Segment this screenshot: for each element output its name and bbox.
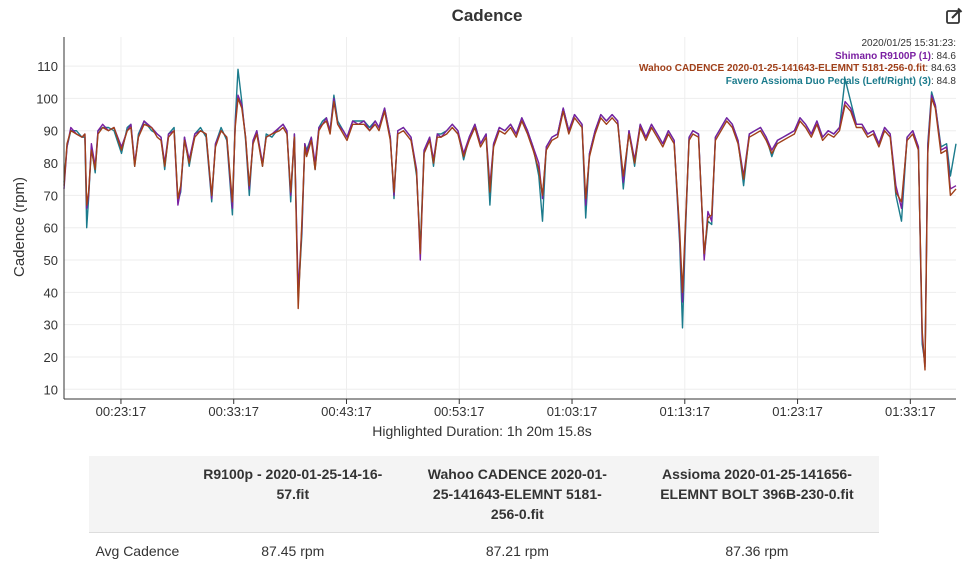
- x-tick-label: 01:03:17: [547, 404, 598, 419]
- x-tick-label: 01:23:17: [772, 404, 823, 419]
- highlighted-duration: Highlighted Duration: 1h 20m 15.8s: [372, 423, 592, 439]
- table-cell: 87.36 rpm: [725, 543, 789, 559]
- chart-axes: 10 20 30 40 50 60 70 80 90 100 110 00:23:17 00:33:17…: [36, 37, 956, 419]
- y-tick-label: 80: [44, 156, 58, 171]
- hover-series-name: Shimano R9100P (1): [835, 50, 931, 62]
- hover-tooltip: 2020/01/25 15:31:23: Shimano R9100P (1):…: [639, 38, 956, 88]
- hover-timestamp: 2020/01/25 15:31:23:: [861, 38, 956, 49]
- hover-series-value: : 84.63: [925, 63, 956, 74]
- hover-series-name: Favero Assioma Duo Pedals (Left/Right) (…: [725, 75, 931, 87]
- series-line-1: [63, 97, 957, 371]
- table-row: Avg Cadence 87.45 rpm 87.21 rpm 87.36 rp…: [89, 533, 879, 562]
- x-tick-label: 00:23:17: [96, 404, 147, 419]
- hover-series-value: : 84.6: [930, 50, 956, 62]
- hover-row-favero: Favero Assioma Duo Pedals (Left/Right) (…: [639, 76, 956, 89]
- table-header-cell: R9100p - 2020-01-25-14-16-57.fit: [185, 456, 400, 533]
- y-tick-label: 10: [44, 382, 58, 397]
- stats-table: R9100p - 2020-01-25-14-16-57.fit Wahoo C…: [89, 456, 879, 561]
- y-tick-label: 30: [44, 318, 58, 333]
- x-tick-label: 01:13:17: [659, 404, 710, 419]
- row-label: Avg Cadence: [95, 543, 180, 559]
- x-tick-label: 00:53:17: [434, 404, 485, 419]
- edit-icon[interactable]: [944, 6, 964, 26]
- table-header-cell: [89, 456, 186, 533]
- x-tick-label: 00:33:17: [208, 404, 259, 419]
- hover-series-name: Wahoo CADENCE 2020-01-25-141643-ELEMNT 5…: [639, 63, 926, 74]
- series-line-2: [63, 68, 957, 365]
- y-axis-label: Cadence (rpm): [11, 177, 28, 277]
- y-tick-label: 100: [36, 91, 58, 106]
- series-line-0: [63, 94, 957, 368]
- y-tick-label: 20: [44, 350, 58, 365]
- series-lines: [63, 68, 957, 371]
- hover-row-shimano: Shimano R9100P (1): 84.6: [639, 51, 956, 64]
- x-tick-label: 01:33:17: [885, 404, 936, 419]
- table-header-row: R9100p - 2020-01-25-14-16-57.fit Wahoo C…: [89, 456, 879, 533]
- hover-series-value: : 84.8: [930, 75, 956, 87]
- y-tick-label: 70: [44, 188, 58, 203]
- y-tick-label: 110: [37, 59, 58, 74]
- y-tick-label: 40: [44, 285, 58, 300]
- chart-grid: [64, 37, 956, 399]
- y-tick-label: 90: [44, 124, 58, 139]
- table-header-cell: Wahoo CADENCE 2020-01-25-141643-ELEMNT 5…: [399, 456, 635, 533]
- chart-title: Cadence: [451, 6, 523, 25]
- table-cell: 87.45 rpm: [261, 543, 325, 559]
- table-cell: 87.21 rpm: [485, 543, 549, 559]
- x-tick-label: 00:43:17: [321, 404, 372, 419]
- hover-row-wahoo: Wahoo CADENCE 2020-01-25-141643-ELEMNT 5…: [639, 63, 956, 76]
- stats-table-container: R9100p - 2020-01-25-14-16-57.fit Wahoo C…: [89, 456, 879, 561]
- y-tick-label: 60: [44, 221, 58, 236]
- y-tick-label: 50: [44, 253, 58, 268]
- cadence-chart[interactable]: 10 20 30 40 50 60 70 80 90 100 110 00:23:17 00:33:17…: [0, 0, 974, 420]
- table-header-cell: Assioma 2020-01-25-141656-ELEMNT BOLT 39…: [634, 456, 879, 533]
